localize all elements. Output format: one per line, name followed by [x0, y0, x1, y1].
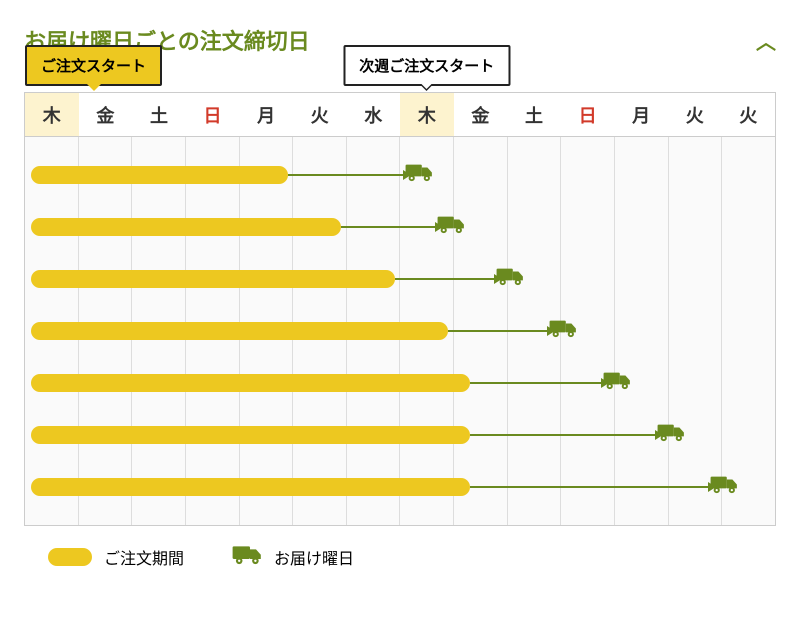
day-label: 金 — [454, 93, 508, 136]
delivery-arrow — [288, 174, 407, 176]
delivery-arrow — [341, 226, 439, 228]
timeline-row — [25, 361, 775, 405]
order-period-bar — [31, 322, 448, 340]
legend-truck-icon — [232, 544, 262, 571]
timeline-row — [25, 205, 775, 249]
callout-next-week-start: 次週ご注文スタート — [343, 45, 510, 86]
rows-container — [25, 137, 775, 525]
day-label: 水 — [346, 93, 400, 136]
delivery-truck-icon — [437, 214, 465, 239]
legend-order-label: ご注文期間 — [104, 545, 184, 569]
day-label: 火 — [293, 93, 347, 136]
order-period-bar — [31, 218, 341, 236]
timeline-row — [25, 153, 775, 197]
day-label: 火 — [722, 93, 776, 136]
callout-order-start: ご注文スタート — [25, 45, 162, 86]
legend-order-period: ご注文期間 — [48, 545, 184, 569]
order-period-bar — [31, 270, 395, 288]
timeline-row — [25, 413, 775, 457]
delivery-truck-icon — [603, 370, 631, 395]
day-label: 日 — [561, 93, 615, 136]
day-label: 月 — [614, 93, 668, 136]
delivery-arrow — [470, 486, 712, 488]
timeline-row — [25, 257, 775, 301]
order-period-bar — [31, 478, 470, 496]
day-label: 金 — [79, 93, 133, 136]
legend: ご注文期間 お届け曜日 — [48, 544, 776, 571]
delivery-truck-icon — [405, 162, 433, 187]
delivery-arrow — [470, 434, 659, 436]
chart-body — [25, 137, 775, 525]
callout-layer: ご注文スタート 次週ご注文スタート — [25, 45, 775, 93]
legend-delivery-day: お届け曜日 — [232, 544, 354, 571]
day-label: 土 — [132, 93, 186, 136]
delivery-arrow — [395, 278, 498, 280]
delivery-truck-icon — [657, 422, 685, 447]
day-label: 月 — [239, 93, 293, 136]
day-label: 木 — [25, 93, 79, 136]
delivery-truck-icon — [710, 474, 738, 499]
timeline-chart: ご注文スタート次週ご注文スタート 木金土日月火水木金土日月火火 — [24, 92, 776, 526]
day-header-row: 木金土日月火水木金土日月火火 — [25, 93, 775, 137]
delivery-arrow — [470, 382, 605, 384]
day-label: 木 — [400, 93, 454, 136]
order-period-bar — [31, 166, 288, 184]
delivery-arrow — [448, 330, 551, 332]
delivery-truck-icon — [496, 266, 524, 291]
timeline-row — [25, 309, 775, 353]
legend-order-pill — [48, 548, 92, 566]
day-label: 火 — [668, 93, 722, 136]
day-label: 日 — [186, 93, 240, 136]
order-period-bar — [31, 426, 470, 444]
legend-delivery-label: お届け曜日 — [274, 545, 354, 569]
delivery-truck-icon — [549, 318, 577, 343]
order-period-bar — [31, 374, 470, 392]
timeline-row — [25, 465, 775, 509]
day-label: 土 — [507, 93, 561, 136]
